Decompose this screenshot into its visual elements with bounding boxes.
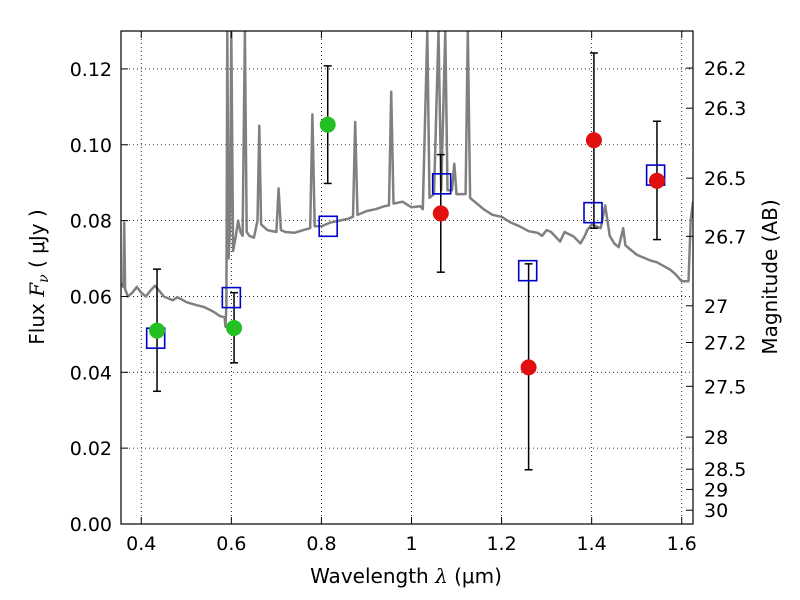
mag-tick-label: 26.5	[704, 168, 746, 190]
y-tick-label: 0.12	[70, 59, 112, 81]
mag-tick-label: 27	[704, 296, 728, 318]
mag-tick-label: 29	[704, 479, 728, 501]
model-square	[221, 286, 242, 309]
mag-tick-label: 28	[704, 427, 728, 449]
x-tick-label: 0.8	[306, 533, 336, 555]
y2-axis-label: Magnitude (AB)	[758, 199, 782, 354]
x-tick-label: 0.4	[126, 533, 156, 555]
plot-area	[121, 31, 693, 524]
red-data-point	[520, 359, 537, 376]
red-data-point	[648, 172, 665, 189]
mag-tick-label: 28.5	[704, 459, 746, 481]
x-tick-label: 1.6	[667, 533, 697, 555]
green-data-point	[149, 322, 166, 339]
model-square	[583, 201, 603, 224]
mag-tick-label: 27.5	[704, 376, 746, 398]
x-axis-label: Wavelength λ (μm)	[310, 564, 502, 588]
mag-tick-label: 26.2	[704, 58, 746, 80]
x-tick-label: 1	[405, 533, 417, 555]
spectrum-line	[121, 31, 693, 329]
mag-tick-label: 26.3	[704, 98, 746, 120]
tick-labels: 0.4 0.6 0.8 1 1.2 1.4 1.6 0.00 0.02 0.04 0.06 0.08 0…	[70, 58, 747, 555]
model-square	[431, 173, 452, 195]
axis-ticks	[121, 31, 693, 525]
y-tick-label: 0.02	[70, 438, 112, 460]
green-data-point	[319, 116, 336, 133]
y-tick-label: 0.06	[70, 286, 112, 308]
x-tick-label: 1.4	[577, 533, 607, 555]
green-data-point	[226, 319, 243, 336]
mag-tick-label: 26.7	[704, 226, 746, 248]
plot-frame	[120, 30, 694, 525]
x-tick-label: 1.2	[486, 533, 516, 555]
mag-tick-label: 30	[704, 500, 728, 522]
observed-points	[149, 116, 665, 376]
model-square	[318, 215, 338, 238]
y-tick-label: 0.04	[70, 362, 112, 384]
model-square	[517, 259, 538, 282]
mag-tick-label: 27.2	[704, 332, 746, 354]
y-tick-label: 0.10	[70, 135, 112, 157]
y-axis-label: Flux Fν ( μJy )	[25, 209, 52, 344]
x-tick-label: 0.6	[216, 533, 246, 555]
y-tick-label: 0.00	[70, 514, 112, 536]
y-tick-label: 0.08	[70, 211, 112, 233]
red-data-point	[585, 132, 602, 149]
red-data-point	[432, 205, 449, 222]
